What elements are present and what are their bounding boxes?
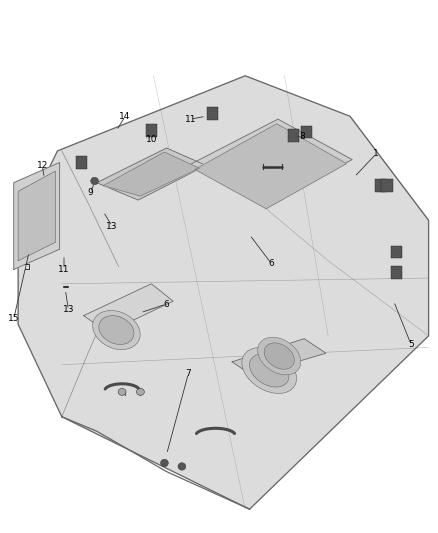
Bar	[300, 125, 312, 138]
Ellipse shape	[137, 389, 145, 395]
Text: 11: 11	[185, 115, 196, 124]
Polygon shape	[18, 171, 55, 261]
Ellipse shape	[258, 337, 301, 375]
Text: 11: 11	[58, 265, 70, 274]
Text: 14: 14	[120, 112, 131, 121]
Ellipse shape	[242, 348, 297, 393]
Ellipse shape	[118, 389, 126, 395]
Text: 12: 12	[36, 161, 48, 170]
Polygon shape	[232, 339, 326, 375]
Bar	[381, 179, 393, 192]
Ellipse shape	[160, 459, 168, 467]
Bar	[146, 124, 157, 137]
Text: 6: 6	[164, 300, 170, 309]
Polygon shape	[97, 148, 206, 200]
Polygon shape	[84, 284, 173, 333]
Text: 15: 15	[8, 314, 20, 323]
Text: 10: 10	[145, 135, 157, 144]
Text: 13: 13	[63, 305, 74, 314]
Text: 8: 8	[299, 132, 305, 141]
Text: 13: 13	[106, 222, 118, 231]
Bar	[375, 179, 386, 192]
Polygon shape	[14, 163, 60, 269]
Ellipse shape	[178, 463, 186, 470]
Bar	[207, 107, 218, 120]
Ellipse shape	[264, 343, 294, 369]
Bar	[391, 246, 402, 259]
Ellipse shape	[250, 354, 289, 387]
Ellipse shape	[99, 316, 134, 344]
Text: 9: 9	[87, 188, 93, 197]
Polygon shape	[103, 152, 199, 196]
Polygon shape	[195, 124, 346, 209]
Text: 5: 5	[408, 340, 414, 349]
Bar	[76, 156, 87, 169]
Bar	[391, 266, 402, 279]
Text: 6: 6	[268, 259, 274, 268]
Ellipse shape	[92, 311, 140, 350]
Text: 7: 7	[186, 369, 191, 378]
Text: 1: 1	[373, 149, 379, 158]
Ellipse shape	[91, 177, 99, 185]
Bar	[288, 129, 299, 142]
Polygon shape	[188, 119, 352, 206]
Polygon shape	[18, 76, 428, 509]
